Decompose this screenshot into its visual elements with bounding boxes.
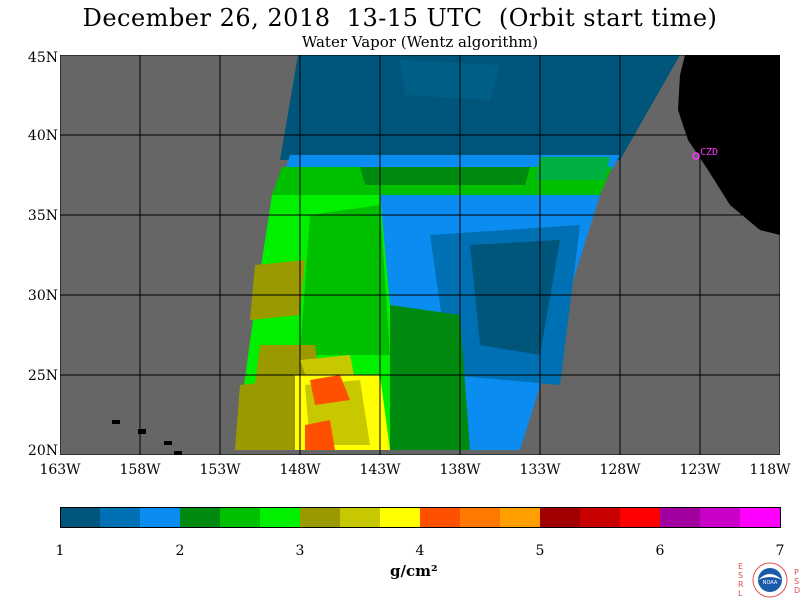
island bbox=[164, 441, 172, 445]
colorbar-swatch bbox=[500, 507, 541, 527]
map-subtitle: Water Vapor (Wentz algorithm) bbox=[301, 33, 539, 51]
colorbar-swatch bbox=[700, 507, 741, 527]
noaa-logo: NOAA bbox=[752, 562, 788, 598]
lon-label-133w: 133W bbox=[519, 462, 561, 478]
lon-label-163w: 163W bbox=[39, 462, 81, 478]
water-vapor-map: CZD bbox=[60, 55, 780, 455]
colorbar-swatch bbox=[60, 507, 101, 527]
lat-label-30n: 30N bbox=[27, 288, 58, 304]
colorbar-swatch bbox=[540, 507, 581, 527]
colorbar-swatch bbox=[340, 507, 381, 527]
lon-label-118w: 118W bbox=[749, 462, 791, 478]
lat-label-25n: 25N bbox=[27, 368, 58, 384]
satellite-swath bbox=[235, 55, 680, 450]
colorbar-label-7: 7 bbox=[775, 543, 785, 559]
lat-label-45n: 45N bbox=[27, 50, 58, 66]
colorbar-swatch bbox=[740, 507, 781, 527]
colorbar-label-1: 1 bbox=[55, 543, 65, 559]
lon-label-138w: 138W bbox=[439, 462, 481, 478]
colorbar-swatch bbox=[660, 507, 701, 527]
colorbar bbox=[60, 507, 781, 528]
station-label: CZD bbox=[700, 147, 718, 158]
colorbar-swatch bbox=[380, 507, 421, 527]
lon-label-158w: 158W bbox=[119, 462, 161, 478]
map-title: December 26, 2018 13-15 UTC (Orbit start… bbox=[82, 4, 718, 32]
lat-label-20n: 20N bbox=[27, 443, 58, 459]
island bbox=[174, 451, 182, 455]
svg-text:NOAA: NOAA bbox=[763, 580, 778, 586]
colorbar-swatch bbox=[420, 507, 461, 527]
colorbar-swatch bbox=[100, 507, 141, 527]
island bbox=[112, 420, 120, 424]
land-mass bbox=[678, 55, 780, 235]
lon-label-123w: 123W bbox=[679, 462, 721, 478]
colorbar-swatch bbox=[580, 507, 621, 527]
colorbar-label-4: 4 bbox=[415, 543, 425, 559]
colorbar-units: g/cm² bbox=[390, 562, 438, 580]
colorbar-swatch bbox=[460, 507, 501, 527]
lon-label-153w: 153W bbox=[199, 462, 241, 478]
lat-label-35n: 35N bbox=[27, 208, 58, 224]
grid-lines bbox=[60, 55, 780, 455]
station-marker-icon bbox=[692, 152, 700, 160]
colorbar-swatch bbox=[220, 507, 261, 527]
lon-label-148w: 148W bbox=[279, 462, 321, 478]
colorbar-swatch bbox=[300, 507, 341, 527]
colorbar-swatch bbox=[180, 507, 221, 527]
colorbar-swatch bbox=[620, 507, 661, 527]
lon-label-143w: 143W bbox=[359, 462, 401, 478]
lat-label-40n: 40N bbox=[27, 128, 58, 144]
colorbar-label-2: 2 bbox=[175, 543, 185, 559]
colorbar-label-5: 5 bbox=[535, 543, 545, 559]
colorbar-label-6: 6 bbox=[655, 543, 665, 559]
island bbox=[138, 429, 146, 434]
colorbar-swatch bbox=[260, 507, 301, 527]
lon-label-128w: 128W bbox=[599, 462, 641, 478]
colorbar-label-3: 3 bbox=[295, 543, 305, 559]
colorbar-swatch bbox=[140, 507, 181, 527]
